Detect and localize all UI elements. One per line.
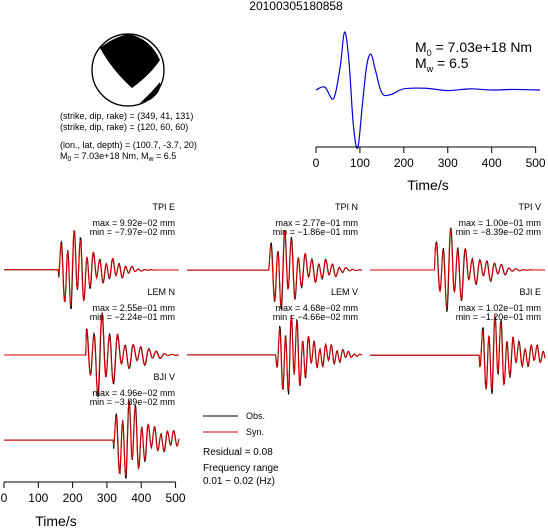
frequency-range: 0.01 − 0.02 (Hz)	[203, 476, 275, 487]
waveform-syn-line	[4, 400, 180, 476]
station-label: TPI E	[152, 202, 175, 212]
bottom-tick-label: 300	[97, 491, 117, 505]
bottom-x-axis-label: Time/s	[35, 513, 76, 529]
station-label: BJI V	[153, 372, 175, 382]
bottom-tick-label: 100	[28, 491, 48, 505]
station-label: BJI E	[519, 287, 541, 297]
max-amplitude: max = 9.92e−02 mm	[92, 218, 175, 228]
max-amplitude: max = 1.00e−01 mm	[458, 218, 541, 228]
max-amplitude: max = 4.96e−02 mm	[92, 388, 175, 398]
stf-tick-label: 100	[350, 156, 370, 170]
stf-tick-label: 200	[394, 156, 414, 170]
station-label: LEM N	[147, 287, 175, 297]
min-amplitude: min = −1.86e−01 mm	[273, 227, 358, 237]
min-amplitude: min = −4.66e−02 mm	[273, 312, 358, 322]
station-label: LEM V	[331, 287, 358, 297]
nodal-plane-1: (strike, dip, rake) = (349, 41, 131)	[60, 111, 193, 121]
nodal-plane-2: (strike, dip, rake) = (120, 60, 60)	[60, 122, 188, 132]
stf-plot: 0 100 200 300 400 500 Time/s	[313, 31, 546, 193]
bottom-tick-label: 500	[166, 491, 186, 505]
stf-tick-label: 500	[526, 156, 546, 170]
waveform-syn-line	[370, 227, 545, 309]
min-amplitude: min = −2.24e−01 mm	[90, 312, 175, 322]
frequency-title: Frequency range	[203, 463, 279, 474]
min-amplitude: min = −8.39e−02 mm	[456, 227, 541, 237]
waveform-syn-line	[4, 313, 180, 394]
legend: Obs. Syn. Residual = 0.08 Frequency rang…	[203, 411, 279, 487]
stf-tick-label: 0	[313, 156, 320, 170]
min-amplitude: min = −1.20e−01 mm	[456, 312, 541, 322]
max-amplitude: max = 2.55e−01 mm	[92, 303, 175, 313]
waveform-syn-line	[4, 229, 179, 307]
residual-label: Residual = 0.08	[203, 447, 273, 458]
max-amplitude: max = 4.68e−02 mm	[275, 303, 358, 313]
waveform-syn-line	[370, 315, 546, 391]
stf-magnitude-label: Mw = 6.5	[415, 55, 469, 74]
max-amplitude: max = 1.02e−01 mm	[458, 303, 541, 313]
legend-obs-label: Obs.	[246, 411, 265, 421]
station-label: TPI N	[335, 202, 358, 212]
stf-tick-label: 300	[438, 156, 458, 170]
min-amplitude: min = −3.89e−02 mm	[90, 397, 175, 407]
waveform-syn-line	[187, 230, 363, 307]
bottom-time-axis: 0 100 200 300 400 500 Time/s	[1, 481, 186, 529]
max-amplitude: max = 2.77e−01 mm	[275, 218, 358, 228]
bottom-tick-label: 400	[131, 491, 151, 505]
location-depth: (lon., lat, depth) = (100.7, -3.7, 20)	[60, 140, 197, 150]
stf-moment-label: M0 = 7.03e+18 Nm	[415, 39, 532, 58]
moment-summary: M0 = 7.03e+18 Nm, Mw = 6.5	[60, 151, 176, 163]
legend-syn-label: Syn.	[246, 427, 264, 437]
waveform-syn-line	[187, 315, 363, 391]
focal-mechanism-beachball	[91, 33, 165, 107]
bottom-tick-label: 0	[1, 491, 8, 505]
stf-x-axis-label: Time/s	[407, 177, 448, 193]
bottom-tick-label: 200	[63, 491, 83, 505]
station-label: TPI V	[518, 202, 541, 212]
stf-line	[315, 31, 541, 150]
stf-tick-label: 400	[482, 156, 502, 170]
min-amplitude: min = −7.97e−02 mm	[90, 227, 175, 237]
event-title: 20100305180858	[249, 0, 343, 13]
